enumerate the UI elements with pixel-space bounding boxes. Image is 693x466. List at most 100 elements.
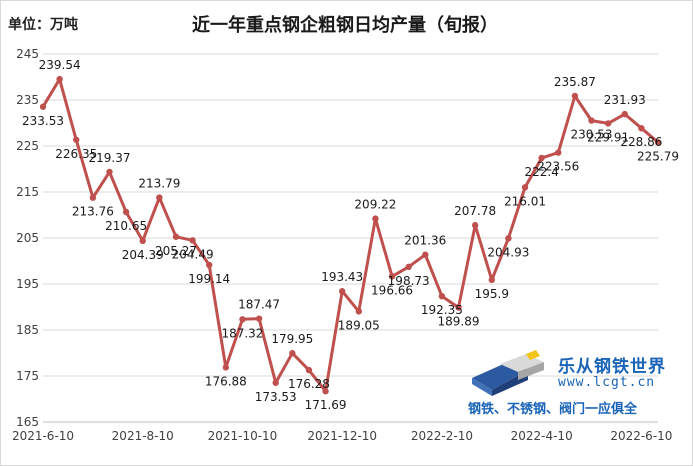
data-point: [588, 117, 595, 124]
data-label: 230.53: [571, 128, 613, 142]
x-tick-label: 2022-4-10: [511, 429, 573, 443]
y-tick-label: 205: [16, 231, 39, 245]
data-label: 235.87: [554, 75, 596, 89]
data-label: 189.89: [438, 315, 480, 329]
data-point: [156, 194, 163, 201]
data-point: [355, 308, 363, 315]
data-point: [89, 194, 97, 201]
data-label: 229.91: [587, 130, 629, 144]
data-point: [372, 215, 379, 222]
data-label: 193.43: [321, 270, 363, 284]
x-tick-label: 2022-6-10: [610, 429, 672, 443]
watermark: 乐从钢铁世界 www.lcgt.cn 钢铁、不锈钢、阀门一应俱全: [468, 348, 693, 418]
data-point: [189, 237, 196, 244]
data-label: 210.65: [105, 219, 147, 233]
data-point: [106, 168, 113, 176]
data-point: [455, 304, 462, 311]
data-label: 209.22: [354, 198, 396, 212]
x-tick-label: 2022-2-10: [411, 429, 473, 443]
y-tick-label: 165: [16, 415, 39, 429]
y-tick-label: 175: [16, 369, 39, 383]
data-point: [139, 237, 146, 245]
data-label: 199.14: [188, 272, 230, 286]
data-point: [122, 208, 130, 216]
data-label: 207.78: [454, 204, 496, 218]
data-label: 239.54: [39, 58, 81, 72]
data-label: 195.9: [475, 287, 509, 301]
data-point: [521, 184, 529, 191]
series-line: [41, 77, 659, 393]
data-point: [471, 222, 479, 229]
data-label: 205.27: [155, 244, 197, 258]
data-point: [73, 136, 80, 143]
data-labels: 233.53 239.54 226.35 213.76 219.37 210.65 204.…: [22, 58, 679, 412]
data-label: 176.28: [288, 377, 330, 391]
data-point: [305, 366, 313, 374]
data-point: [538, 154, 545, 162]
data-point: [289, 350, 296, 357]
data-label: 192.35: [421, 303, 463, 317]
data-label: 204.39: [122, 248, 164, 262]
data-label: 198.73: [388, 274, 430, 288]
data-label: 196.66: [371, 283, 413, 297]
data-point: [388, 273, 396, 280]
data-point: [39, 103, 47, 110]
watermark-url: www.lcgt.cn: [558, 375, 656, 390]
data-point: [505, 235, 512, 242]
data-point: [272, 379, 279, 386]
data-label: 219.37: [88, 151, 130, 165]
data-point: [206, 261, 213, 269]
data-point: [571, 92, 579, 100]
x-tick-label: 2021-6-10: [12, 429, 74, 443]
data-point: [555, 149, 562, 156]
data-label: 171.69: [305, 398, 347, 412]
data-point: [172, 233, 180, 240]
data-point: [422, 251, 429, 258]
data-point: [338, 288, 346, 295]
data-label: 187.32: [221, 326, 263, 340]
watermark-brand: 乐从钢铁世界: [558, 357, 666, 377]
data-point: [322, 388, 329, 395]
data-label: 228.86: [620, 135, 662, 149]
data-label: 213.79: [138, 177, 180, 191]
data-label: 226.35: [55, 147, 97, 161]
y-tick-label: 225: [16, 139, 39, 153]
data-point: [638, 125, 645, 132]
data-point: [56, 75, 63, 83]
unit-label: 单位：万吨: [8, 17, 78, 33]
y-tick-label: 185: [16, 323, 39, 337]
data-point: [621, 110, 628, 118]
data-label: 201.36: [404, 234, 446, 248]
data-label: 213.76: [72, 205, 114, 219]
data-label: 225.79: [637, 149, 679, 163]
data-label: 176.88: [205, 374, 247, 388]
data-label: 173.53: [255, 390, 297, 404]
y-tick-label: 235: [16, 93, 39, 107]
data-point: [222, 364, 230, 371]
data-label: 204.93: [487, 245, 529, 259]
y-tick-label: 245: [16, 47, 39, 61]
data-label: 179.95: [271, 332, 313, 346]
data-point: [239, 316, 246, 323]
series-line-group: [39, 75, 662, 395]
axes: 165 175 185 195 205 215 225 235 245 2021-6-10 2021…: [12, 47, 672, 443]
x-tick-label: 2021-10-10: [208, 429, 278, 443]
brand-logo-icon: [472, 350, 544, 396]
data-point: [604, 120, 612, 127]
x-tick-label: 2021-12-10: [307, 429, 377, 443]
y-tick-label: 195: [16, 277, 39, 291]
data-point: [488, 276, 495, 284]
data-label: 223.56: [537, 160, 579, 174]
watermark-tagline: 钢铁、不锈钢、阀门一应俱全: [468, 402, 638, 417]
data-point: [255, 315, 263, 322]
data-point: [438, 292, 446, 300]
y-tick-label: 215: [16, 185, 39, 199]
grid-lines: [43, 53, 658, 423]
data-label: 233.53: [22, 114, 64, 128]
data-point: [654, 139, 662, 146]
x-tick-label: 2021-8-10: [112, 429, 174, 443]
data-label: 189.05: [338, 318, 380, 332]
data-label: 222.4: [524, 165, 558, 179]
